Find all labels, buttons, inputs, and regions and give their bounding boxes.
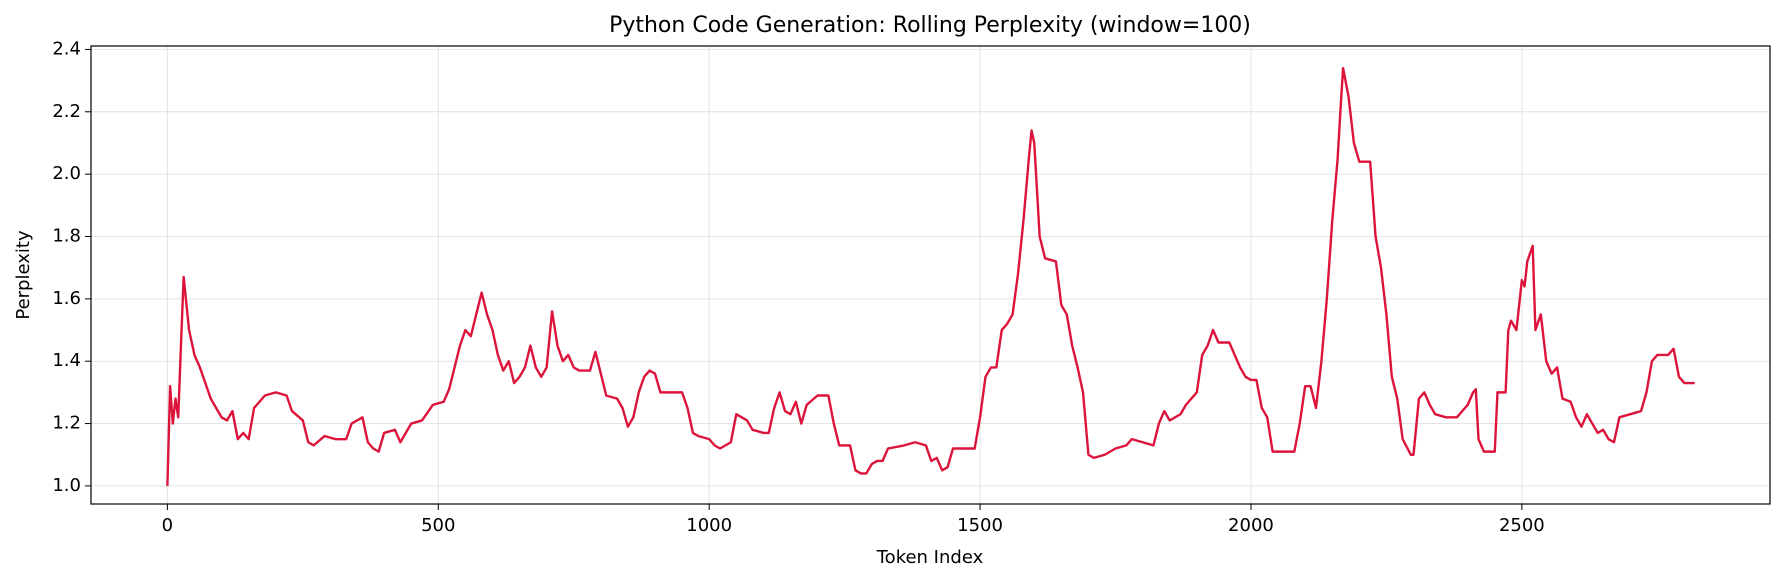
y-axis-label: Perplexity bbox=[13, 230, 34, 320]
y-tick-label: 2.2 bbox=[52, 101, 81, 122]
x-tick-label: 1000 bbox=[686, 515, 732, 536]
x-tick-label: 500 bbox=[421, 515, 455, 536]
y-tick-label: 1.4 bbox=[52, 350, 81, 371]
y-tick-label: 1.0 bbox=[52, 475, 81, 496]
y-tick-label: 1.6 bbox=[52, 288, 81, 309]
y-tick-label: 1.2 bbox=[52, 413, 81, 434]
y-tick-label: 2.4 bbox=[52, 38, 81, 59]
chart-title: Python Code Generation: Rolling Perplexi… bbox=[609, 13, 1251, 38]
y-tick-label: 1.8 bbox=[52, 225, 81, 246]
data-line bbox=[166, 66, 1695, 486]
x-tick-label: 2000 bbox=[1228, 515, 1274, 536]
x-tick-label: 1500 bbox=[957, 515, 1003, 536]
x-tick-label: 2500 bbox=[1499, 515, 1545, 536]
x-axis-label: Token Index bbox=[876, 547, 984, 568]
plot-frame bbox=[90, 45, 1771, 505]
x-tick-label: 0 bbox=[162, 515, 173, 536]
y-tick-label: 2.0 bbox=[52, 163, 81, 184]
